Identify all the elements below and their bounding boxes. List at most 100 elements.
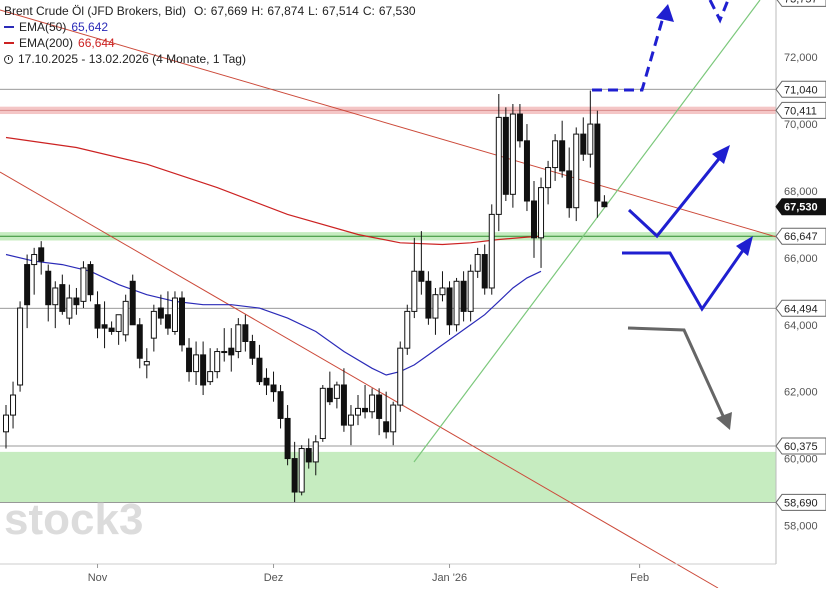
ema50-line — [5, 253, 542, 376]
candle — [73, 287, 80, 315]
candle-body — [481, 254, 488, 289]
green-trendline — [413, 0, 761, 463]
candle — [369, 388, 376, 419]
candle — [284, 405, 291, 466]
candle — [355, 395, 361, 426]
candle — [538, 177, 545, 268]
candle-body — [171, 297, 178, 332]
candle — [502, 107, 509, 202]
candle-body — [383, 421, 390, 433]
candle-body — [228, 347, 235, 356]
candle — [509, 104, 516, 208]
candle — [439, 271, 446, 302]
candle-body — [333, 384, 340, 399]
candle — [488, 204, 495, 295]
scenario-arrow-down-up — [622, 245, 748, 312]
candle — [249, 334, 256, 365]
level-flag-label: 73,757 — [784, 0, 818, 5]
candle — [186, 338, 193, 382]
period-text: 17.10.2025 - 13.02.2026 (4 Monate, 1 Tag… — [18, 52, 246, 66]
candle — [108, 321, 115, 335]
candle-body — [38, 247, 45, 262]
candle — [460, 271, 467, 322]
candle-body — [404, 310, 411, 349]
candle — [305, 438, 312, 469]
y-tick-label: 66,000 — [784, 253, 818, 265]
candle — [17, 301, 24, 392]
candle — [235, 318, 242, 359]
candle — [432, 287, 439, 335]
candle — [122, 294, 129, 342]
y-tick-label: 72,000 — [784, 52, 818, 64]
candle — [3, 405, 9, 449]
candle — [425, 271, 432, 325]
candle-body — [467, 270, 474, 312]
level-flag-label: 58,690 — [784, 497, 818, 509]
candle-body — [397, 347, 404, 406]
candle-body — [24, 264, 31, 306]
candle-body — [66, 297, 73, 319]
close-label: C: — [362, 4, 375, 18]
candle — [52, 281, 59, 329]
candle-body — [305, 448, 312, 463]
candle — [545, 160, 552, 205]
candle — [101, 301, 108, 349]
candle — [383, 391, 390, 439]
candle-body — [207, 371, 214, 383]
candle — [10, 381, 17, 429]
candle — [601, 195, 608, 208]
candle — [193, 341, 200, 385]
clock-icon — [4, 54, 13, 64]
candle-body — [277, 391, 284, 419]
candle-body — [362, 407, 369, 413]
y-tick-label: 60,000 — [784, 454, 818, 466]
candle-body — [3, 414, 9, 433]
candle-body — [460, 280, 467, 312]
candle-body — [193, 354, 200, 373]
candle-body — [425, 280, 432, 319]
candle-body — [214, 351, 221, 373]
scenario-arrow-grey-head — [716, 412, 732, 430]
candle-body — [17, 307, 24, 386]
candle-body — [552, 140, 559, 169]
zone-2 — [0, 451, 776, 503]
candle-body — [59, 284, 66, 312]
candle — [59, 274, 66, 315]
candle — [115, 314, 122, 345]
candle — [263, 368, 270, 396]
candle-body — [186, 347, 193, 373]
candle-body — [179, 297, 185, 346]
candle-body — [150, 310, 157, 339]
close-value: 67,530 — [378, 4, 416, 18]
ema50-swatch — [4, 26, 14, 28]
candle — [580, 117, 587, 161]
candle — [38, 241, 45, 275]
scenario-arrow-dashed — [592, 13, 666, 92]
candle — [221, 328, 228, 362]
candle-body — [495, 116, 502, 215]
candle — [404, 304, 411, 355]
scenario-arrow-dashed-head — [656, 4, 674, 22]
candle-body — [31, 254, 38, 266]
candle-body — [559, 140, 566, 172]
ema200-swatch — [4, 42, 14, 44]
candle-body — [312, 441, 319, 463]
candle-body — [256, 357, 263, 383]
level-flag: 71,040 — [775, 80, 826, 98]
candle-body — [52, 287, 59, 306]
candle-body — [136, 324, 143, 359]
level-flag: 73,757 — [776, 0, 826, 7]
candle-body — [80, 267, 87, 302]
candle-body — [531, 200, 537, 239]
candle-body — [45, 270, 52, 306]
candle-body — [122, 300, 129, 336]
level-flag: 64,494 — [775, 299, 826, 317]
candle-body — [94, 304, 101, 329]
y-tick-label: 68,000 — [784, 186, 818, 198]
scenario-arrow-down-up-head — [736, 236, 753, 256]
level-flag: 70,411 — [775, 101, 826, 119]
candle — [319, 384, 326, 442]
candle-body — [242, 324, 249, 342]
legend-title-row: Brent Crude Öl (JFD Brokers, Bid) O: 67,… — [4, 3, 416, 19]
